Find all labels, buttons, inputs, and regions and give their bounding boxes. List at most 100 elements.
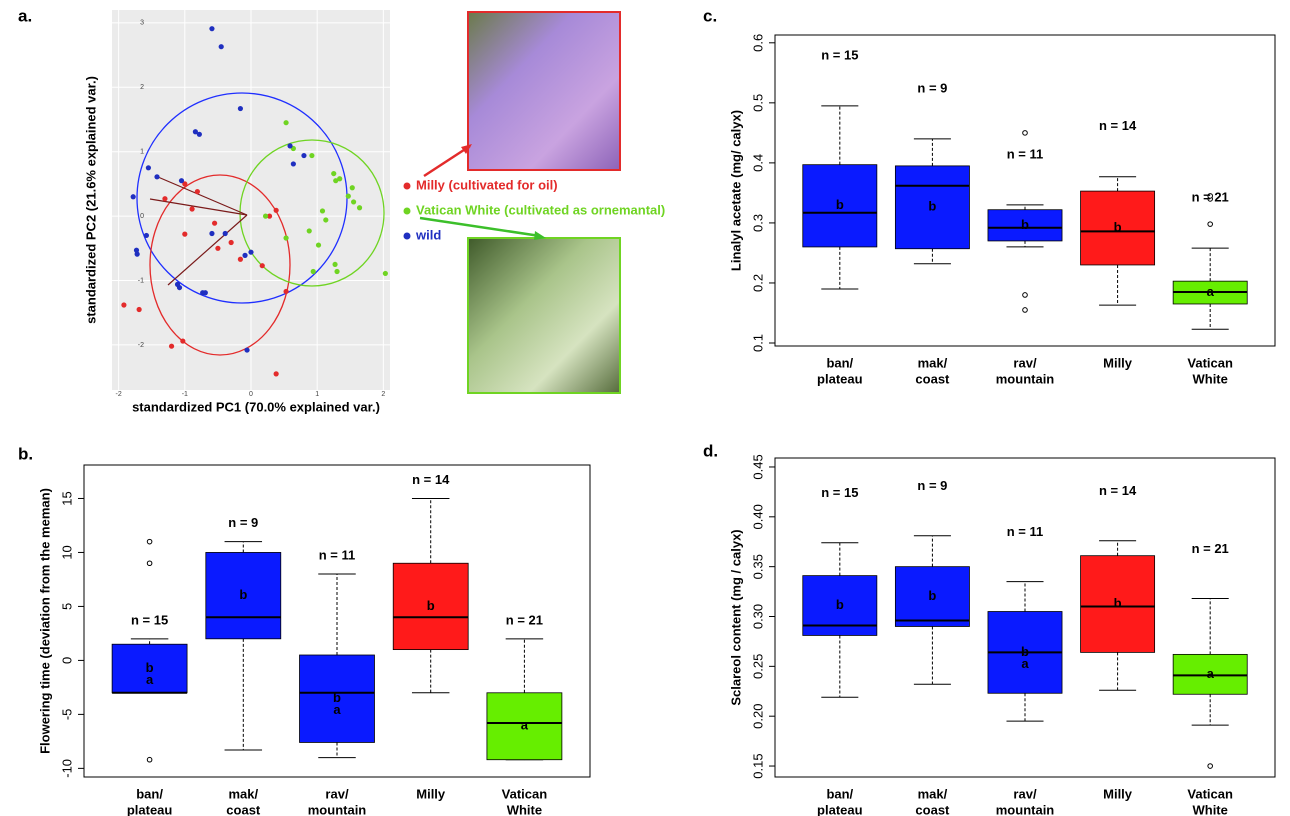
n-label: n = 21 <box>1192 541 1229 556</box>
x-tick-label: ban/ <box>136 786 163 801</box>
pointer-arrow <box>419 216 541 238</box>
point <box>310 268 316 275</box>
group-letter: a <box>146 672 154 687</box>
outlier <box>146 756 153 763</box>
y-tick-label: 0.4 <box>750 154 765 172</box>
x-tick-label: ban/ <box>826 355 853 370</box>
point <box>192 129 198 135</box>
x-tick-label: coast <box>915 802 950 816</box>
n-label: n = 9 <box>917 80 947 95</box>
point <box>209 230 215 237</box>
point <box>182 231 188 237</box>
point <box>196 131 202 137</box>
x-tick-label: Vatican <box>502 786 548 801</box>
n-label: n = 14 <box>1099 118 1137 133</box>
panel-label: b. <box>18 444 33 463</box>
legend-swatch <box>403 182 411 190</box>
point <box>168 343 175 349</box>
group-letter: a <box>1021 656 1029 671</box>
point <box>266 213 273 219</box>
box <box>205 552 282 640</box>
point <box>382 270 388 277</box>
x-tick-label: mountain <box>996 371 1055 386</box>
n-label: n = 9 <box>917 478 947 493</box>
x-tick-label: 0 <box>249 391 253 398</box>
ellipse <box>149 174 291 356</box>
x-tick-label: Milly <box>1103 786 1133 801</box>
group-letter: b <box>239 587 247 602</box>
n-label: n = 9 <box>228 515 258 530</box>
x-tick-label: mak/ <box>918 786 948 801</box>
point <box>121 302 127 308</box>
y-tick-label: 1 <box>140 149 144 156</box>
outlier <box>1207 221 1213 227</box>
point <box>290 161 296 167</box>
point <box>323 217 329 223</box>
point <box>244 347 250 353</box>
x-tick-label: coast <box>226 802 261 816</box>
point <box>315 242 322 248</box>
y-tick-label: 0.15 <box>750 753 765 778</box>
arrow-head <box>534 231 546 240</box>
loading-arrows <box>149 176 248 286</box>
group-letter: b <box>928 199 936 214</box>
group-letter: b <box>333 690 341 705</box>
point <box>248 249 254 255</box>
n-label: n = 11 <box>319 547 356 562</box>
plot-frame <box>774 34 1276 347</box>
x-tick-label: plateau <box>127 802 173 816</box>
panel-label: a. <box>18 6 32 25</box>
box <box>486 692 563 761</box>
arrow-head <box>461 144 472 154</box>
point <box>222 230 228 237</box>
loading-arrow <box>167 214 248 286</box>
point <box>178 178 185 184</box>
point <box>194 189 200 195</box>
x-tick-label: plateau <box>817 802 863 816</box>
box <box>894 566 970 627</box>
outlier <box>146 560 153 567</box>
panel-label: d. <box>703 441 718 460</box>
point <box>259 263 265 269</box>
point <box>182 181 188 187</box>
box <box>111 643 188 694</box>
y-axis-title: standardized PC2 (21.6% explained var.) <box>83 76 98 324</box>
n-label: n = 15 <box>821 485 858 500</box>
x-tick-label: mak/ <box>228 786 258 801</box>
point <box>237 105 244 112</box>
x-tick-label: Milly <box>416 786 446 801</box>
point <box>162 196 168 202</box>
point <box>356 205 363 211</box>
group-letter: b <box>1114 219 1122 234</box>
point <box>237 256 244 262</box>
point <box>145 165 152 171</box>
x-tick-label: ban/ <box>826 786 853 801</box>
y-tick-label: 0 <box>140 213 144 220</box>
point <box>333 178 339 184</box>
group-letter: b <box>1021 644 1029 659</box>
point <box>349 185 355 191</box>
x-tick-label: White <box>507 802 542 816</box>
y-tick-label: 5 <box>59 603 74 610</box>
n-label: n = 15 <box>131 612 168 627</box>
point <box>154 174 160 180</box>
point <box>331 170 337 177</box>
point <box>133 247 140 253</box>
pointer-arrow <box>423 144 471 178</box>
x-tick-label: rav/ <box>1013 786 1037 801</box>
point <box>130 194 136 200</box>
group-letter: b <box>1021 217 1029 232</box>
x-tick-label: Vatican <box>1187 355 1233 370</box>
group-letter: a <box>1207 666 1215 681</box>
box <box>1080 555 1156 653</box>
point <box>228 239 234 246</box>
point <box>242 252 248 258</box>
x-tick-label: rav/ <box>325 786 349 801</box>
x-tick-label: 2 <box>381 391 385 398</box>
group-letter: b <box>928 588 936 603</box>
x-tick-label: -1 <box>182 391 188 398</box>
x-tick-label: plateau <box>817 371 863 386</box>
x-tick-label: mountain <box>308 802 367 816</box>
y-tick-label: 0.5 <box>750 94 765 112</box>
y-tick-label: 0.25 <box>750 654 765 679</box>
